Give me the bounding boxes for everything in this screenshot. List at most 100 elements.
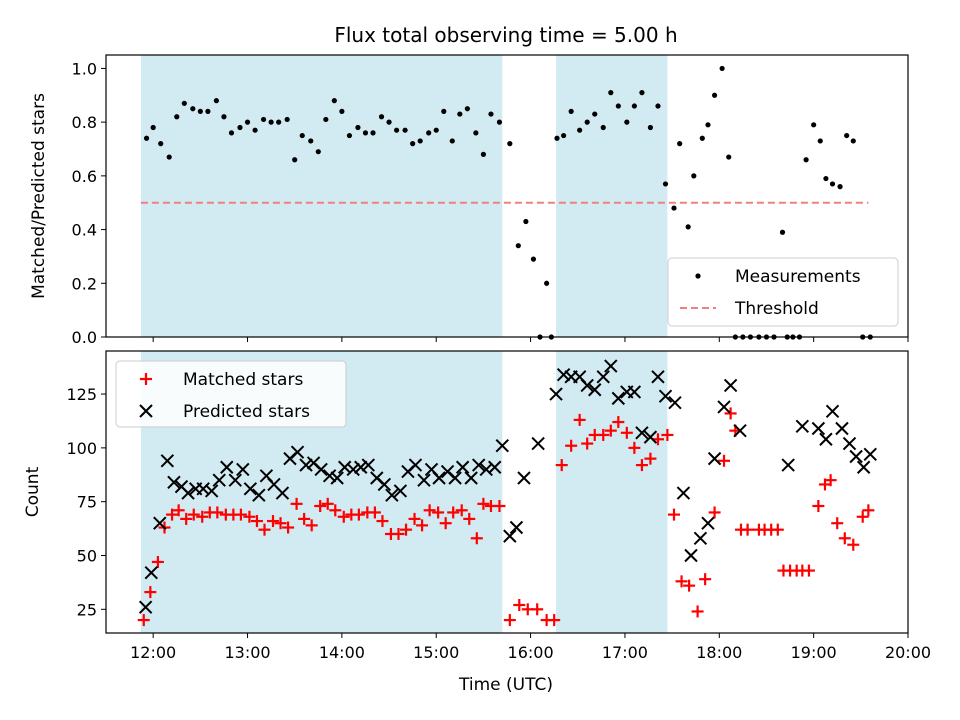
measurement-point [699, 135, 705, 141]
measurement-point [205, 108, 211, 114]
measurement-point [252, 127, 258, 133]
bottom-plot-frame [105, 350, 909, 634]
predicted-star-point [701, 516, 715, 530]
matched-star-point [824, 474, 837, 487]
legend-matched-label: Matched stars [183, 370, 303, 390]
measurement-point [276, 119, 282, 125]
measurement-point [464, 106, 470, 112]
predicted-star-point [842, 436, 857, 451]
predicted-star-point [408, 458, 423, 472]
matched-star-point [172, 504, 185, 517]
predicted-star-point [290, 445, 305, 459]
predicted-star-point [604, 359, 618, 373]
bottom-y-tick-label: 50 [77, 547, 97, 566]
matched-star-point [581, 437, 594, 450]
bottom-x-tick-label: 15:00 [413, 643, 459, 662]
predicted-star-point [153, 516, 167, 530]
measurement-point [181, 100, 187, 106]
predicted-star-point [863, 447, 877, 462]
top-y-axis-label: Matched/Predicted stars [29, 93, 49, 299]
measurement-point [174, 114, 180, 120]
predicted-star-point [471, 458, 486, 472]
matched-star-point [423, 504, 436, 517]
measurement-point [631, 103, 637, 109]
predicted-star-point [417, 473, 431, 487]
top-legend-box [667, 257, 899, 327]
legend-matched-marker [140, 373, 152, 385]
matched-star-point [856, 510, 869, 523]
predicted-star-point [795, 419, 810, 434]
predicted-star-point [517, 471, 531, 485]
measurement-point [662, 181, 669, 187]
bottom-y-axis-label: Count [23, 466, 43, 517]
top-y-tick-label: 0.4 [72, 221, 97, 240]
predicted-star-point [781, 458, 795, 472]
measurement-point [268, 119, 274, 125]
matched-star-point [267, 515, 280, 528]
predicted-star-point [236, 462, 250, 477]
predicted-star-point [144, 566, 158, 580]
top-shaded-region-1 [556, 55, 668, 337]
matched-star-point [352, 508, 365, 521]
matched-star-point [812, 499, 825, 512]
matched-star-point [455, 504, 468, 517]
predicted-star-point [495, 439, 509, 453]
measurement-point [260, 116, 267, 123]
top-y-tick-label: 0.8 [72, 113, 97, 132]
predicted-star-point [668, 395, 682, 410]
measurement-point [624, 119, 630, 125]
measurement-point [811, 122, 817, 128]
measurement-point [143, 135, 150, 141]
predicted-star-point [385, 488, 399, 502]
measurement-point [213, 98, 219, 104]
measurement-point [584, 119, 590, 125]
measurement-point [457, 111, 463, 117]
matched-star-point [305, 519, 318, 532]
matched-star-point [368, 506, 381, 519]
matched-star-point [691, 605, 704, 618]
matched-star-point [392, 527, 405, 540]
measurement-point [244, 119, 251, 125]
bottom-y-tick-label: 100 [66, 439, 97, 458]
predicted-star-point [243, 482, 258, 496]
top-y-ticks: 0.0 0.2 0.4 0.6 0.8 1.0 [72, 59, 106, 347]
matched-star-point [250, 515, 263, 528]
matched-star-point [234, 508, 247, 521]
measurement-point [685, 224, 691, 230]
matched-star-point [408, 512, 421, 525]
matched-star-point [196, 510, 209, 523]
predicted-star-point [167, 475, 181, 490]
measurement-point [561, 132, 567, 139]
measurement-point [592, 111, 598, 117]
measurement-point [523, 218, 529, 225]
measurement-point [726, 154, 732, 160]
legend-measurements-label: Measurements [735, 267, 861, 287]
measurement-point [402, 127, 408, 133]
predicted-star-point [856, 460, 871, 474]
matched-star-point [463, 512, 476, 525]
predicted-star-point [588, 383, 602, 397]
matched-star-point [400, 523, 413, 536]
measurement-point [292, 157, 298, 163]
predicted-star-point [811, 421, 826, 436]
predicted-star-point [693, 531, 708, 545]
matched-star-point [604, 424, 617, 437]
measurement-point [299, 132, 305, 139]
predicted-star-point [196, 482, 210, 496]
predicted-star-point [479, 462, 493, 477]
predicted-star-point [252, 488, 266, 502]
matched-star-point [151, 555, 164, 568]
measurement-point [837, 184, 843, 190]
matched-star-point [211, 506, 224, 519]
x-axis-label: Time (UTC) [458, 675, 553, 695]
predicted-star-point [455, 460, 470, 474]
measurement-point [829, 181, 836, 187]
predicted-star-point [819, 432, 833, 446]
matched-star-point [668, 508, 681, 521]
bottom-y-tick-label: 75 [77, 493, 97, 512]
matched-star-point [802, 564, 815, 577]
matched-star-point [565, 439, 578, 452]
measurement-point [323, 116, 329, 123]
matched-star-point [531, 603, 544, 616]
